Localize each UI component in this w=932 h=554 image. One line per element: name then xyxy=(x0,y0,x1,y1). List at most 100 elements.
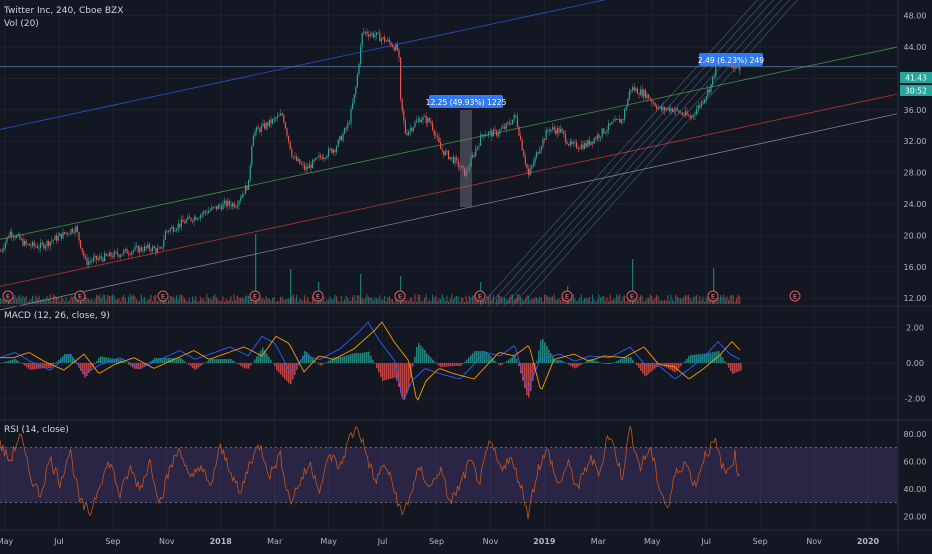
volume-bar xyxy=(332,299,334,304)
channel-mid-line[interactable] xyxy=(0,46,898,240)
earnings-marker[interactable] xyxy=(394,290,406,302)
volume-bar xyxy=(20,297,22,304)
candlesticks xyxy=(0,27,741,268)
macd-histogram-bar xyxy=(128,363,130,365)
channel-lower-line[interactable] xyxy=(0,93,898,287)
candle-body xyxy=(502,126,504,129)
volume-bar xyxy=(739,296,741,304)
measure-label-1-box[interactable] xyxy=(429,95,503,108)
volume-bar xyxy=(44,299,46,304)
macd-histogram-bar xyxy=(288,363,290,384)
candle-body xyxy=(528,168,530,176)
candle-body xyxy=(688,115,690,117)
earnings-marker[interactable] xyxy=(789,290,801,302)
candle-body xyxy=(89,261,91,263)
macd-histogram-bar xyxy=(184,361,186,363)
fan-line[interactable] xyxy=(519,0,840,307)
macd-histogram-bar xyxy=(586,361,588,363)
macd-histogram-bar xyxy=(486,352,488,363)
time-tick-label: Jul xyxy=(377,537,388,546)
candle-body xyxy=(115,251,117,253)
current-price-tag[interactable] xyxy=(900,72,932,83)
macd-legend[interactable]: MACD (12, 26, close, 9) xyxy=(4,311,110,321)
candle-body xyxy=(611,122,613,125)
candle-body xyxy=(280,113,282,116)
macd-histogram-bar xyxy=(306,352,308,363)
channel-upper-line[interactable] xyxy=(0,0,897,130)
candle-body xyxy=(393,47,395,51)
volume-bar xyxy=(246,295,248,304)
volume-bar xyxy=(244,295,246,304)
candle-body xyxy=(305,166,307,170)
earnings-marker[interactable] xyxy=(2,290,14,302)
candle-body xyxy=(203,211,205,214)
volume-bar xyxy=(664,299,666,304)
macd-histogram-bar xyxy=(102,356,104,363)
candle-body xyxy=(161,246,163,249)
candle-body xyxy=(475,149,477,156)
earnings-marker[interactable] xyxy=(74,290,86,302)
candle-body xyxy=(35,245,37,247)
volume-bar xyxy=(96,294,98,304)
macd-histogram-bar xyxy=(24,363,26,366)
candle-body xyxy=(120,255,122,257)
macd-histogram-bar xyxy=(476,351,478,363)
candle-body xyxy=(675,108,677,111)
volume-bar xyxy=(641,295,643,304)
volume-legend[interactable]: Vol (20) xyxy=(4,19,39,29)
earnings-marker[interactable] xyxy=(157,290,169,302)
channel-bottom-line[interactable] xyxy=(0,113,898,311)
fan-line[interactable] xyxy=(487,0,808,307)
volume-bar xyxy=(667,294,669,304)
macd-histogram-bar xyxy=(34,363,36,370)
earnings-marker[interactable] xyxy=(561,290,573,302)
volume-bar xyxy=(286,298,288,304)
volume-bar xyxy=(608,301,610,304)
candle-body xyxy=(416,120,418,123)
candle-body xyxy=(638,93,640,96)
rsi-legend[interactable]: RSI (14, close) xyxy=(4,425,69,435)
measure-range-1[interactable] xyxy=(460,110,472,207)
trend-channels[interactable] xyxy=(0,0,898,311)
volume-bar xyxy=(499,295,501,304)
earnings-marker[interactable] xyxy=(626,290,638,302)
macd-histogram-bar xyxy=(358,353,360,363)
macd-histogram-bar xyxy=(104,357,106,363)
macd-histogram-bar xyxy=(386,363,388,380)
earnings-marker[interactable] xyxy=(249,290,261,302)
macd-histogram-bar xyxy=(142,363,144,368)
volume-bar xyxy=(720,295,722,304)
volume-bar xyxy=(196,301,198,304)
fan-line[interactable] xyxy=(479,0,800,307)
volume-bar xyxy=(62,298,64,304)
volume-bar xyxy=(177,299,179,304)
candle-body xyxy=(377,32,379,34)
earnings-marker[interactable] xyxy=(474,290,486,302)
volume-bar xyxy=(620,300,622,304)
candle-body xyxy=(505,123,507,129)
macd-histogram-bar xyxy=(182,359,184,363)
earnings-marker[interactable] xyxy=(707,290,719,302)
volume-bar xyxy=(344,299,346,304)
candle-body xyxy=(612,121,614,123)
symbol-title[interactable]: Twitter Inc, 240, Cboe BZX xyxy=(3,6,123,16)
candle-body xyxy=(68,233,70,235)
macd-histogram-bar xyxy=(456,363,458,366)
measure-label-2-box[interactable] xyxy=(699,53,763,66)
volume-bar xyxy=(56,297,58,304)
volume-bar xyxy=(654,297,656,304)
fan-line[interactable] xyxy=(495,0,816,307)
macd-histogram-bar xyxy=(436,363,438,364)
volume-bar xyxy=(420,301,422,304)
candle-body xyxy=(350,108,352,124)
fan-line[interactable] xyxy=(503,0,824,307)
fan-line[interactable] xyxy=(511,0,832,307)
countdown-tag[interactable] xyxy=(900,85,932,96)
earnings-marker[interactable] xyxy=(312,290,324,302)
macd-histogram-bar xyxy=(220,359,222,363)
macd-histogram-bar xyxy=(124,361,126,363)
candle-body xyxy=(342,133,344,141)
candle-body xyxy=(355,87,357,95)
